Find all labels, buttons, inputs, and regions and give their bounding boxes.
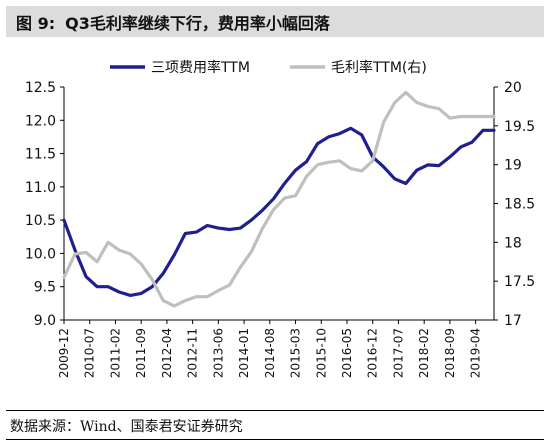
legend-label: 三项费用率TTM (151, 59, 250, 76)
x-tick-label: 2016-05 (340, 328, 354, 378)
x-tick-label: 2015-03 (289, 328, 303, 378)
x-tick-label: 2014-08 (263, 328, 277, 378)
series-line-gross-margin (62, 90, 496, 308)
x-tick-label: 2014-01 (237, 328, 251, 378)
source-note: 数据来源：Wind、国泰君安证券研究 (10, 419, 243, 435)
x-tick-label: 2013-06 (211, 328, 225, 378)
right-tick-label: 19 (504, 158, 522, 174)
right-tick-label: 18 (504, 235, 522, 251)
left-tick-label: 10.5 (25, 213, 56, 229)
series-line-expense-ratio (62, 126, 496, 297)
line-chart: 9.0 9.5 10.0 10.5 11.0 11.5 12.0 12.5 17 17.5 18 18… (25, 59, 535, 378)
right-tick-label: 20 (504, 80, 522, 96)
divider (6, 439, 544, 440)
left-tick-label: 11.0 (25, 180, 56, 196)
x-tick-label: 2011-02 (108, 328, 122, 378)
figure-title: Q3毛利率继续下行，费用率小幅回落 (65, 13, 330, 33)
x-tick-label: 2011-09 (134, 328, 148, 378)
x-tick-label: 2019-04 (469, 328, 483, 378)
left-tick-label: 11.5 (25, 147, 56, 163)
left-tick-label: 9.0 (34, 313, 56, 329)
legend-label: 毛利率TTM(右) (331, 59, 427, 76)
divider (6, 410, 544, 411)
right-tick-label: 19.5 (504, 119, 535, 135)
x-tick-label: 2012-11 (186, 328, 200, 378)
x-tick-label: 2009-12 (57, 328, 71, 378)
right-tick-label: 18.5 (504, 197, 535, 213)
x-tick-label: 2012-04 (160, 328, 174, 378)
left-tick-label: 9.5 (34, 280, 56, 296)
figure-header: 图 9: Q3毛利率继续下行，费用率小幅回落 (6, 6, 544, 37)
right-tick-label: 17.5 (504, 274, 535, 290)
left-tick-label: 12.0 (25, 113, 56, 129)
left-tick-label: 10.0 (25, 246, 56, 262)
x-tick-label: 2018-09 (443, 328, 457, 378)
right-tick-label: 17 (504, 313, 522, 329)
left-tick-label: 12.5 (25, 80, 56, 96)
x-tick-label: 2010-07 (83, 328, 97, 378)
x-tick-label: 2017-07 (391, 328, 405, 378)
figure-label: 图 9: (16, 13, 56, 33)
x-tick-label: 2016-12 (366, 328, 380, 378)
x-tick-label: 2015-10 (314, 328, 328, 378)
x-tick-label: 2018-02 (417, 328, 431, 378)
